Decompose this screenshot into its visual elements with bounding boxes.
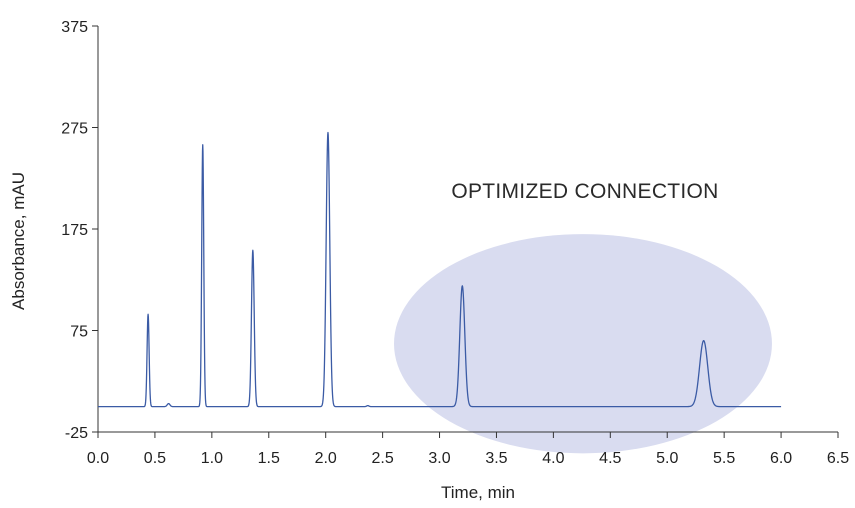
- optimized-connection-highlight: [394, 234, 772, 454]
- x-tick-label: 1.5: [258, 450, 280, 467]
- x-tick-label: 2.5: [371, 450, 393, 467]
- y-tick-label: 275: [61, 121, 88, 138]
- x-tick-label: 6.0: [770, 450, 792, 467]
- y-tick-label: 75: [70, 324, 88, 341]
- x-tick-label: 5.0: [656, 450, 678, 467]
- x-tick-label: 6.5: [827, 450, 849, 467]
- x-tick-label: 2.0: [315, 450, 337, 467]
- annotation-optimized-connection: OPTIMIZED CONNECTION: [451, 180, 718, 203]
- y-tick-label: -25: [65, 425, 88, 442]
- peak-apex: [168, 403, 169, 404]
- x-tick-label: 0.0: [87, 450, 109, 467]
- x-tick-label: 0.5: [144, 450, 166, 467]
- y-tick-label: 175: [61, 222, 88, 239]
- peak-apex: [202, 144, 203, 145]
- x-tick-label: 4.5: [599, 450, 621, 467]
- x-tick-label: 5.5: [713, 450, 735, 467]
- y-axis-title: Absorbance, mAU: [9, 172, 28, 310]
- peak-apex: [703, 340, 704, 341]
- peak-apex: [252, 250, 253, 251]
- peak-apex: [462, 285, 463, 286]
- y-tick-label: 375: [61, 19, 88, 36]
- x-tick-label: 1.0: [201, 450, 223, 467]
- x-tick-label: 3.0: [428, 450, 450, 467]
- x-tick-label: 4.0: [542, 450, 564, 467]
- x-tick-label: 3.5: [485, 450, 507, 467]
- x-axis-title: Time, min: [441, 483, 515, 502]
- peak-apex: [367, 405, 368, 406]
- chromatogram-trace: [97, 131, 782, 408]
- peak-apex: [327, 132, 328, 133]
- peak-apex: [147, 314, 148, 315]
